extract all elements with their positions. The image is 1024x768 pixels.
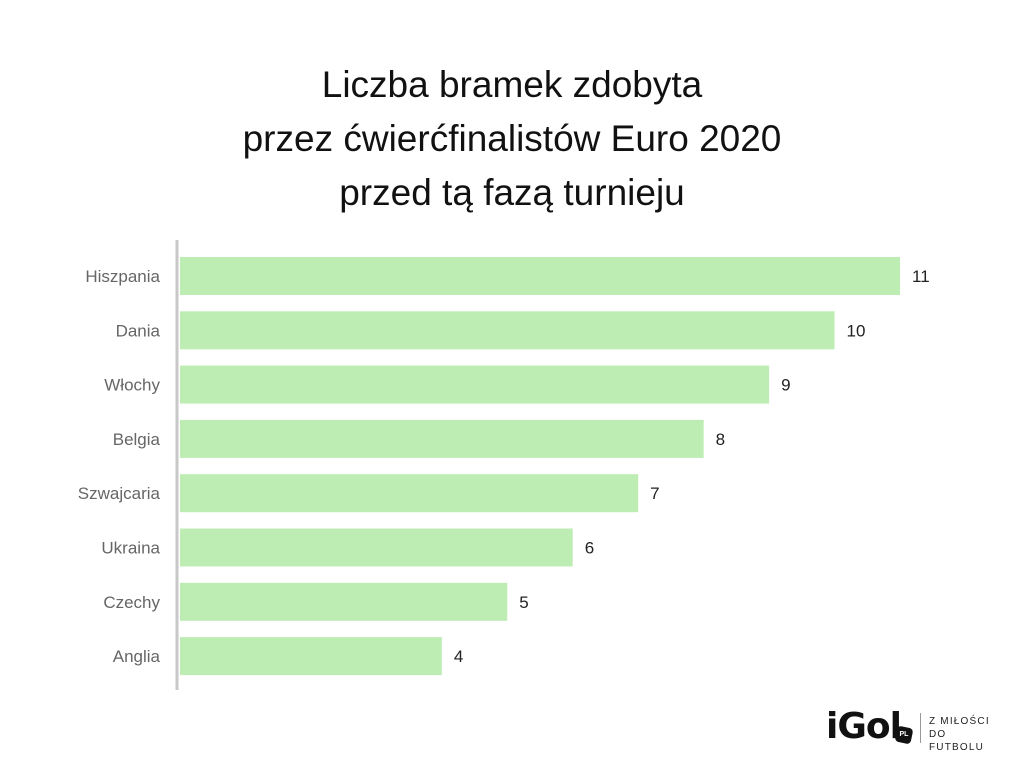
value-label: 10 xyxy=(847,321,866,340)
value-label: 6 xyxy=(585,539,594,558)
value-label: 11 xyxy=(912,267,930,286)
category-label: Czechy xyxy=(103,593,160,612)
category-label: Włochy xyxy=(104,376,160,395)
chart-title-line-2: przez ćwierćfinalistów Euro 2020 xyxy=(242,118,782,159)
brand-tagline-line-2: DO FUTBOLU xyxy=(929,729,985,753)
chart-title-line-1: Liczba bramek zdobyta xyxy=(321,64,703,105)
category-label: Dania xyxy=(116,321,161,340)
chart-title: Liczba bramek zdobyta przez ćwierćfinali… xyxy=(0,58,1024,220)
bar-ukraina xyxy=(180,528,573,567)
category-label: Ukraina xyxy=(101,539,160,558)
value-label: 7 xyxy=(650,484,659,503)
bar-belgia xyxy=(180,419,704,458)
bars-group: Hiszpania 11 Dania 10 Włochy 9 Belgia 8 Szwajcar… xyxy=(78,257,930,676)
value-label: 4 xyxy=(454,647,463,666)
value-label: 8 xyxy=(716,430,725,449)
igol-logo: iGol xyxy=(826,706,902,747)
bar-dania xyxy=(180,311,835,350)
bar-czechy xyxy=(180,582,508,621)
bar-hiszpania xyxy=(180,257,900,295)
bar-włochy xyxy=(180,365,770,404)
bar-szwajcaria xyxy=(180,474,639,513)
category-label: Hiszpania xyxy=(85,267,160,286)
category-label: Szwajcaria xyxy=(78,484,161,503)
chart-title-line-3: przed tą fazą turnieju xyxy=(339,172,685,213)
brand-divider xyxy=(920,713,921,743)
value-label: 5 xyxy=(519,593,528,612)
brand-tagline: Z MIŁOŚCI DO FUTBOLU xyxy=(929,715,996,754)
category-label: Belgia xyxy=(113,430,161,449)
brand-tagline-line-1: Z MIŁOŚCI xyxy=(929,716,990,727)
pl-badge-icon: PL xyxy=(894,725,914,745)
brand-logo: iGol PL Z MIŁOŚCI DO FUTBOLU xyxy=(826,706,996,754)
pl-badge-text: PL xyxy=(899,731,909,738)
bar-anglia xyxy=(180,637,442,676)
category-label: Anglia xyxy=(113,647,161,666)
value-label: 9 xyxy=(781,376,790,395)
